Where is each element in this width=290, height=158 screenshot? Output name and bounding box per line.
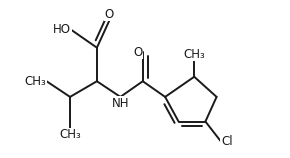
Text: CH₃: CH₃ [25,75,47,88]
Text: O: O [133,46,143,59]
Text: CH₃: CH₃ [183,48,205,61]
Text: CH₃: CH₃ [59,128,81,141]
Text: O: O [105,8,114,21]
Text: HO: HO [53,23,71,36]
Text: NH: NH [112,97,129,110]
Text: Cl: Cl [221,135,233,148]
